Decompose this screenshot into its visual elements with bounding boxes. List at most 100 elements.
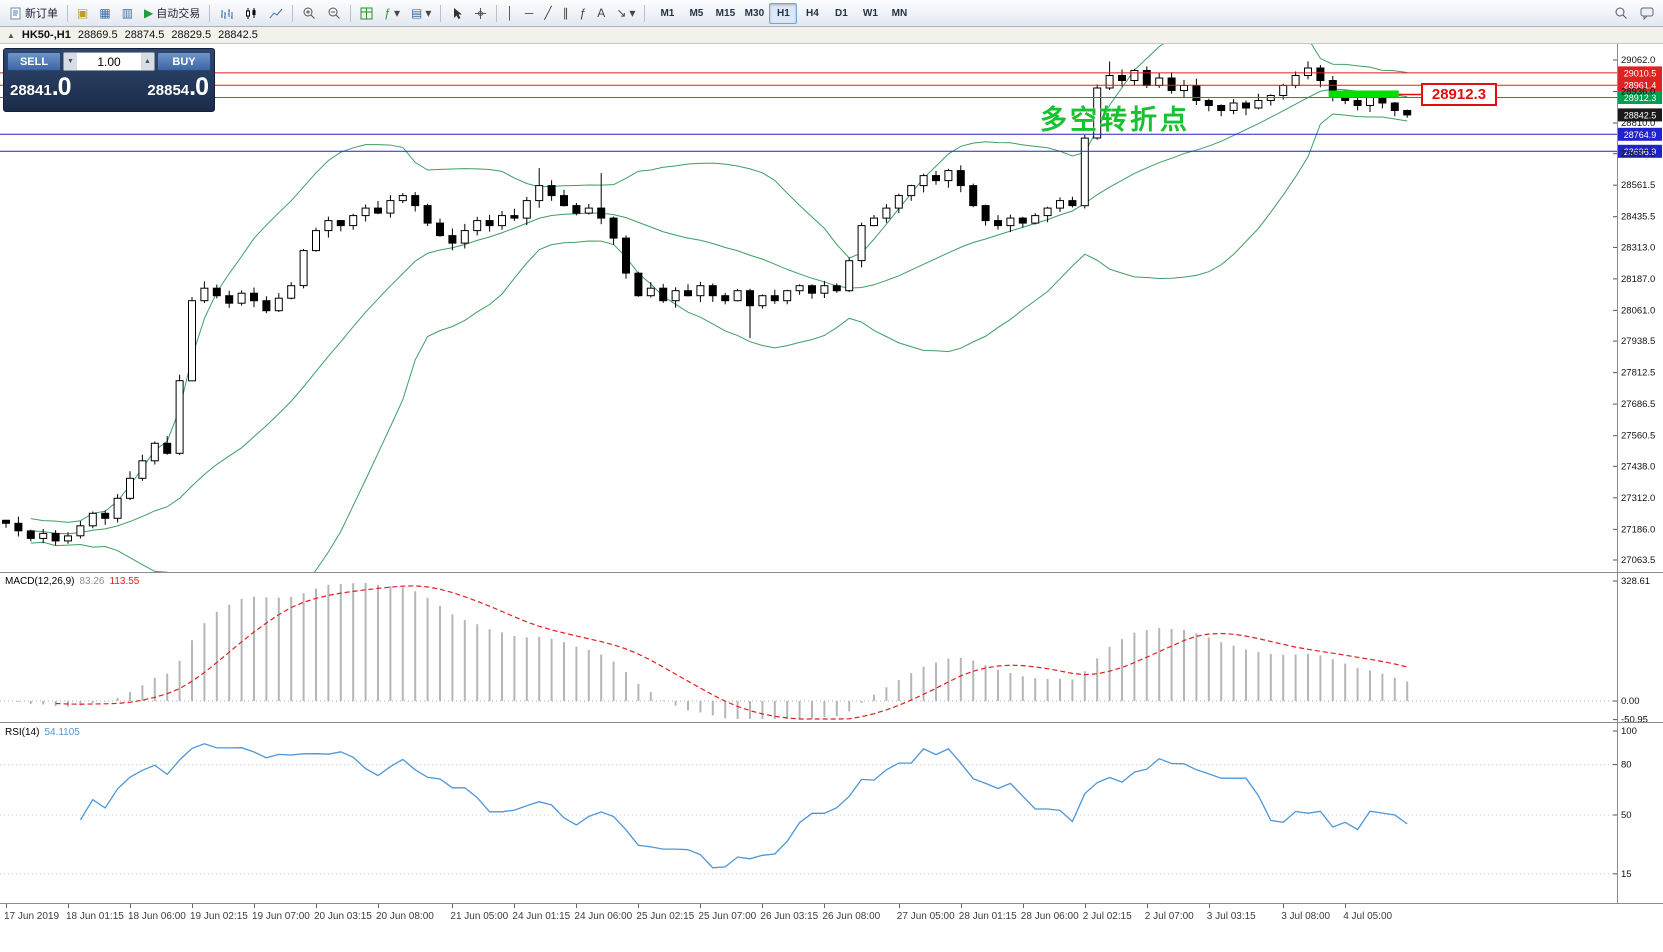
price-tag xyxy=(1618,144,1662,158)
trendline-tool-button[interactable]: ╱ xyxy=(539,2,556,25)
sell-button[interactable]: SELL xyxy=(7,52,61,71)
zoom-out-button[interactable] xyxy=(322,2,346,25)
horizontal-line-tool-button[interactable]: ─ xyxy=(520,2,539,25)
time-label: 28 Jun 06:00 xyxy=(1020,911,1079,922)
toolbar-right-group xyxy=(1609,2,1659,25)
profiles-button[interactable]: ▦ xyxy=(94,2,115,25)
search-icon xyxy=(1614,6,1628,20)
bar-chart-button[interactable] xyxy=(214,2,238,25)
auto-trading-button[interactable]: ▶ 自动交易 xyxy=(139,2,205,25)
price-tag xyxy=(1618,108,1662,122)
rsi-line xyxy=(79,743,1408,869)
fibonacci-tool-button[interactable]: ƒ xyxy=(575,2,592,25)
cursor-button[interactable] xyxy=(445,2,468,25)
bollinger-lower-band xyxy=(30,113,1408,572)
sell-price: 28841.0 xyxy=(10,73,72,102)
zoom-in-button[interactable] xyxy=(297,2,321,25)
market-watch-icon: ▥ xyxy=(121,6,134,20)
candlestick-chart-button[interactable] xyxy=(239,2,263,25)
svg-text:28810.0: 28810.0 xyxy=(1621,118,1655,129)
timeframe-m30[interactable]: M30 xyxy=(744,7,765,19)
toolbar-separator xyxy=(350,4,352,22)
time-tick xyxy=(316,904,317,908)
toolbar-separator xyxy=(496,4,498,22)
time-label: 26 Jun 03:15 xyxy=(760,911,819,922)
time-label: 20 Jun 08:00 xyxy=(376,911,434,922)
buy-button[interactable]: BUY xyxy=(157,52,211,71)
new-order-button[interactable]: 新订单 xyxy=(4,2,63,25)
volume-increase-button[interactable]: ▲ xyxy=(141,53,154,70)
time-axis[interactable]: 17 Jun 2019 18 Jun 01:15 18 Jun 06:00 19 Ju… xyxy=(0,903,1663,931)
dropdown-icon: ▾ xyxy=(393,6,400,20)
timeframe-h1[interactable]: H1 xyxy=(769,2,798,24)
time-label: 3 Jul 03:15 xyxy=(1206,911,1256,922)
volume-input[interactable]: 1.00 xyxy=(97,54,121,69)
toolbar-separator xyxy=(644,4,646,22)
timeframe-h4[interactable]: H4 xyxy=(806,7,819,19)
main-chart-canvas[interactable]: 29010.5 28961.4 28912.3 28764.9 28696.9 28842… xyxy=(0,44,1663,572)
chart-low-value: 28829.5 xyxy=(171,29,212,41)
volume-decrease-button[interactable]: ▼ xyxy=(64,53,77,70)
macd-panel[interactable]: 328.61 0.00 -50.95 xyxy=(0,573,1663,722)
time-tick xyxy=(1208,904,1210,908)
zoom-out-icon xyxy=(327,6,341,20)
time-tick xyxy=(6,904,7,908)
timeframe-mn[interactable]: MN xyxy=(891,7,908,19)
svg-text:29062.0: 29062.0 xyxy=(1621,55,1655,66)
rsi-value: 54.1105 xyxy=(44,727,80,738)
buy-price: 28854.0 xyxy=(147,73,209,102)
price-tag xyxy=(1618,78,1662,92)
arrow-tool-button[interactable]: ↘ ▾ xyxy=(611,2,640,25)
sell-price-big: .0 xyxy=(51,73,72,101)
time-label: 3 Jul 08:00 xyxy=(1281,911,1331,922)
time-tick xyxy=(68,904,69,908)
crosshair-button[interactable] xyxy=(469,2,492,25)
panel-divider[interactable] xyxy=(0,722,1663,723)
timeframe-m5[interactable]: M5 xyxy=(689,7,704,19)
panel-divider[interactable] xyxy=(0,572,1663,573)
chart-annotation-text[interactable]: 多空转折点 xyxy=(1040,105,1190,135)
bollinger-middle-band xyxy=(30,88,1408,535)
text-tool-button[interactable]: A xyxy=(592,2,610,25)
time-label: 4 Jul 05:00 xyxy=(1343,911,1393,922)
svg-text:80: 80 xyxy=(1621,760,1632,771)
macd-signal-line xyxy=(55,585,1408,720)
sell-price-main: 28841 xyxy=(10,82,52,99)
timeframe-d1[interactable]: D1 xyxy=(835,7,848,19)
toolbar-separator xyxy=(67,4,68,22)
indicators-icon: ƒ xyxy=(384,6,391,20)
time-tick xyxy=(514,904,516,908)
line-chart-button[interactable] xyxy=(264,2,288,25)
toolbar-separator xyxy=(292,4,294,22)
indicators-button[interactable]: ƒ ▾ xyxy=(379,2,405,25)
chat-button[interactable] xyxy=(1635,2,1659,25)
svg-text:27686.5: 27686.5 xyxy=(1621,399,1655,410)
price-callout-box[interactable]: 28912.3 xyxy=(1421,83,1497,106)
timeframe-w1[interactable]: W1 xyxy=(862,7,878,19)
timeframe-m1[interactable]: M1 xyxy=(660,7,675,19)
line-chart-icon xyxy=(269,7,283,20)
new-order-icon xyxy=(9,7,22,20)
channel-tool-button[interactable]: ∥ xyxy=(558,2,574,25)
time-label: 20 Jun 03:15 xyxy=(314,911,372,922)
bollinger-upper-band xyxy=(30,44,1408,523)
macd-value-2: 113.55 xyxy=(109,576,140,587)
charts-button[interactable]: ▣ xyxy=(72,2,93,25)
highlight-zone[interactable] xyxy=(1328,90,1399,98)
vertical-line-tool-button[interactable]: │ xyxy=(501,2,519,25)
macd-value-1: 83.26 xyxy=(79,576,105,587)
price-tag xyxy=(1618,127,1662,141)
rsi-panel[interactable]: 100 80 50 15 xyxy=(0,723,1663,903)
collapse-icon[interactable]: ▲ xyxy=(7,30,15,40)
templates-button[interactable]: ▤ ▾ xyxy=(406,2,436,25)
vertical-line-icon: │ xyxy=(506,6,514,20)
time-label: 27 Jun 05:00 xyxy=(896,911,955,922)
time-label: 24 Jun 01:15 xyxy=(512,911,571,922)
price-tag xyxy=(1618,91,1662,104)
search-button[interactable] xyxy=(1609,2,1633,25)
market-watch-button[interactable]: ▥ xyxy=(117,2,138,25)
auto-trading-label: 自动交易 xyxy=(156,8,201,20)
chart-high-value: 28874.5 xyxy=(124,29,165,41)
timeframe-m15[interactable]: M15 xyxy=(715,7,736,19)
tile-windows-button[interactable] xyxy=(355,2,378,25)
